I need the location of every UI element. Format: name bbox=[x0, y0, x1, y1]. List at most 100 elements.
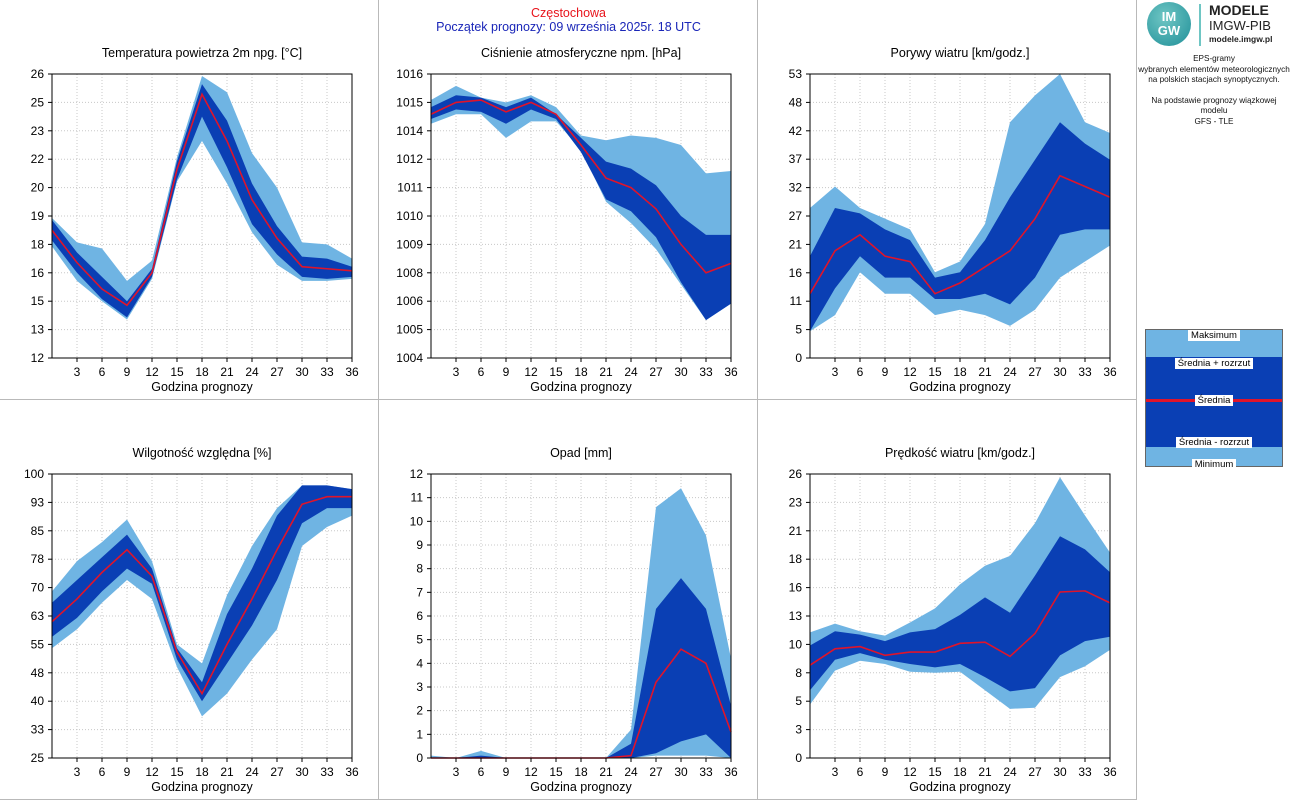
x-tick-label: 9 bbox=[124, 365, 131, 379]
x-tick-label: 3 bbox=[832, 765, 839, 779]
y-tick-label: 78 bbox=[31, 552, 45, 566]
chart-panel-wind-speed: 3 6 9 12 15 18 21 24 27 30 33 36 0 3 5 8 10 13 16 18 21 23 26 P… bbox=[758, 400, 1137, 800]
x-tick-label: 9 bbox=[882, 365, 889, 379]
mean-line bbox=[809, 590, 1111, 666]
y-tick-label: 1006 bbox=[396, 294, 423, 308]
y-tick-label: 1014 bbox=[396, 124, 423, 138]
x-tick-label: 24 bbox=[624, 765, 638, 779]
y-tick-label: 9 bbox=[416, 538, 423, 552]
y-tick-label: 26 bbox=[31, 67, 45, 81]
y-tick-label: 4 bbox=[416, 656, 423, 670]
y-tick-label: 16 bbox=[789, 581, 803, 595]
y-tick-label: 37 bbox=[789, 152, 803, 166]
x-tick-label: 15 bbox=[549, 365, 563, 379]
desc-line4: Na podstawie prognozy wiązkowej modelu bbox=[1151, 95, 1277, 116]
x-tick-label: 3 bbox=[453, 765, 460, 779]
y-tick-label: 21 bbox=[789, 237, 803, 251]
x-tick-label: 30 bbox=[295, 365, 309, 379]
y-tick-label: 1011 bbox=[397, 181, 423, 195]
y-tick-label: 8 bbox=[416, 562, 423, 576]
x-tick-label: 12 bbox=[524, 765, 538, 779]
x-tick-label: 6 bbox=[857, 365, 864, 379]
y-tick-label: 1 bbox=[416, 727, 423, 741]
minmax-band bbox=[52, 76, 352, 320]
x-tick-label: 27 bbox=[649, 765, 663, 779]
spread-band bbox=[431, 578, 731, 758]
y-tick-label: 21 bbox=[789, 524, 803, 538]
x-tick-label: 30 bbox=[1053, 765, 1067, 779]
chart-pressure: 3 6 9 12 15 18 21 24 27 30 33 361004100510061008100… bbox=[396, 46, 738, 394]
y-tick-label: 33 bbox=[31, 723, 45, 737]
x-tick-label: 33 bbox=[699, 365, 713, 379]
y-tick-label: 0 bbox=[795, 351, 802, 365]
chart-humidity: 3 6 9 12 15 18 21 24 27 30 33 362533404855637078859… bbox=[24, 446, 359, 794]
forecast-start: Początek prognozy: 09 września 2025r. 18… bbox=[436, 20, 701, 34]
x-tick-label: 3 bbox=[74, 365, 81, 379]
x-tick-label: 30 bbox=[674, 765, 688, 779]
x-tick-label: 27 bbox=[270, 365, 284, 379]
y-tick-label: 12 bbox=[410, 467, 424, 481]
x-tick-label: 18 bbox=[195, 765, 209, 779]
y-tick-label: 13 bbox=[31, 323, 45, 337]
chart-panel-pressure: 3 6 9 12 15 18 21 24 27 30 33 36 1004 1005 1006 1008 100… bbox=[379, 0, 758, 400]
desc-line2: wybranych elementów meteorologicznych bbox=[1138, 64, 1290, 74]
x-tick-label: 21 bbox=[599, 365, 613, 379]
x-tick-label: 18 bbox=[195, 365, 209, 379]
legend-max-label: Maksimum bbox=[1146, 330, 1282, 341]
x-tick-label: 18 bbox=[574, 365, 588, 379]
y-tick-label: 20 bbox=[31, 181, 45, 195]
x-tick-label: 33 bbox=[320, 765, 334, 779]
mean-line bbox=[809, 174, 1111, 295]
y-tick-label: 15 bbox=[31, 294, 45, 308]
x-tick-label: 30 bbox=[295, 765, 309, 779]
x-tick-label: 15 bbox=[549, 765, 563, 779]
x-axis-label: Godzina prognozy bbox=[151, 380, 253, 394]
y-tick-label: 18 bbox=[789, 552, 803, 566]
x-tick-label: 12 bbox=[903, 365, 917, 379]
y-tick-label: 70 bbox=[31, 581, 45, 595]
x-tick-label: 21 bbox=[978, 765, 992, 779]
chart-title: Prędkość wiatru [km/godz.] bbox=[885, 446, 1035, 460]
y-tick-label: 25 bbox=[31, 95, 45, 109]
y-tick-label: 1015 bbox=[396, 95, 423, 109]
y-tick-label: 48 bbox=[789, 95, 803, 109]
x-tick-label: 33 bbox=[320, 365, 334, 379]
x-tick-label: 24 bbox=[245, 765, 259, 779]
y-tick-label: 32 bbox=[789, 181, 803, 195]
x-tick-label: 15 bbox=[928, 765, 942, 779]
x-tick-label: 36 bbox=[345, 765, 359, 779]
y-tick-label: 27 bbox=[789, 209, 803, 223]
legend-mean-label: Średnia bbox=[1146, 395, 1282, 406]
y-tick-label: 3 bbox=[795, 723, 802, 737]
chart-title: Porywy wiatru [km/godz.] bbox=[891, 46, 1030, 60]
y-tick-label: 16 bbox=[789, 266, 803, 280]
x-tick-label: 12 bbox=[145, 365, 159, 379]
chart-title: Wilgotność względna [%] bbox=[133, 446, 272, 460]
y-tick-label: 16 bbox=[31, 266, 45, 280]
chart-panel-humidity: 3 6 9 12 15 18 21 24 27 30 33 36 25 33 40 48 55 63 70 78 85 9… bbox=[0, 400, 379, 800]
x-tick-label: 6 bbox=[99, 365, 106, 379]
x-tick-label: 36 bbox=[724, 765, 738, 779]
chart-panel-temperature: 3 6 9 12 15 18 21 24 27 30 33 36 12 13 15 16 18 19 20 22 23 2… bbox=[0, 0, 379, 400]
y-tick-label: 0 bbox=[416, 751, 423, 765]
y-tick-label: 63 bbox=[31, 609, 45, 623]
x-tick-label: 33 bbox=[699, 765, 713, 779]
y-tick-label: 42 bbox=[789, 124, 803, 138]
y-tick-label: 85 bbox=[31, 524, 45, 538]
chart-title: Ciśnienie atmosferyczne npm. [hPa] bbox=[481, 46, 681, 60]
y-tick-label: 5 bbox=[416, 633, 423, 647]
chart-title: Opad [mm] bbox=[550, 446, 612, 460]
x-tick-label: 36 bbox=[1103, 365, 1117, 379]
x-tick-label: 9 bbox=[503, 765, 510, 779]
logo-emblem: IM GW bbox=[1147, 2, 1191, 46]
y-tick-label: 25 bbox=[31, 751, 45, 765]
x-tick-label: 30 bbox=[674, 365, 688, 379]
y-tick-label: 26 bbox=[789, 467, 803, 481]
chart-panel-precipitation: 3 6 9 12 15 18 21 24 27 30 33 36 0 1 2 3 4 5 6 7 8 9 10 11 12 Opa… bbox=[379, 400, 758, 800]
desc-line5: GFS - TLE bbox=[1194, 116, 1234, 126]
spread-band bbox=[810, 536, 1110, 692]
chart-temperature: 3 6 9 12 15 18 21 24 27 30 33 361213151618192022232… bbox=[31, 46, 359, 394]
logo-separator bbox=[1199, 4, 1201, 46]
x-tick-label: 36 bbox=[345, 365, 359, 379]
y-tick-label: 40 bbox=[31, 694, 45, 708]
